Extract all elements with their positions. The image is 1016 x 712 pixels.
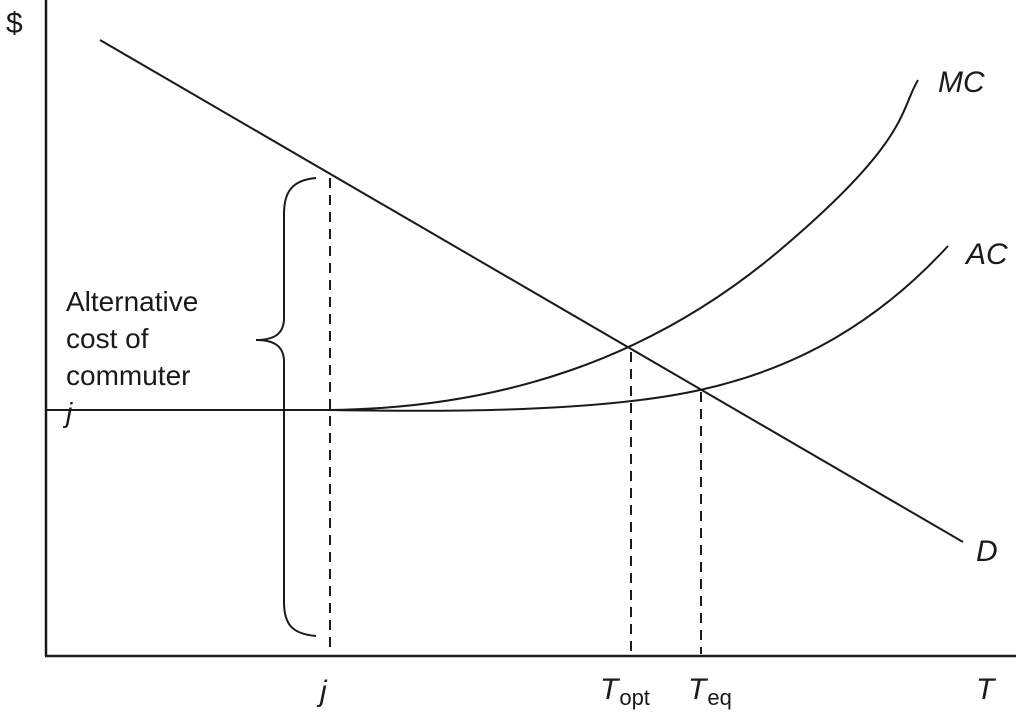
mc-label: MC: [938, 66, 985, 99]
ac-label: AC: [966, 238, 1008, 271]
alternative-cost-annotation: Alternative cost of commuter j: [66, 283, 198, 431]
tick-label-t-eq: Teq: [688, 673, 732, 711]
annotation-line-1: Alternative: [66, 286, 199, 317]
average-cost-curve: [329, 245, 949, 412]
annotation-commuter-var: j: [66, 397, 73, 428]
marginal-cost-curve: [329, 79, 919, 411]
t-opt-subscript: opt: [619, 685, 650, 710]
demand-label: D: [976, 535, 998, 568]
annotation-line-3: commuter j: [66, 357, 198, 431]
t-eq-subscript: eq: [707, 685, 732, 710]
curly-brace: [255, 177, 317, 637]
annotation-commuter-text: commuter: [66, 360, 191, 391]
demand-curve: [99, 39, 964, 543]
tick-label-t-opt: Topt: [600, 673, 650, 711]
t-opt-symbol: T: [600, 673, 619, 706]
annotation-line-2: cost of: [66, 323, 149, 354]
y-axis-label: $: [6, 7, 23, 40]
t-eq-symbol: T: [688, 673, 707, 706]
tick-label-j: j: [320, 675, 327, 708]
x-axis-label: T: [976, 673, 995, 706]
